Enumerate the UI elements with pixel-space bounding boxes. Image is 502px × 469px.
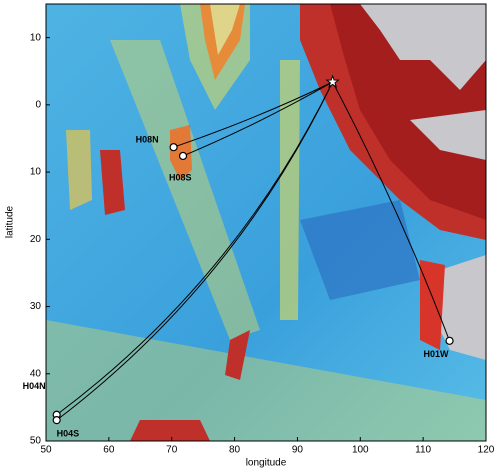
station-label: H08N <box>136 135 159 145</box>
x-tick-label: 100 <box>352 445 369 456</box>
map-figure: longitude latitude 506070809010011012010… <box>0 0 502 469</box>
station-label: H01W <box>424 349 450 359</box>
station-marker <box>53 417 60 424</box>
x-tick-label: 120 <box>478 445 495 456</box>
station-label: H04N <box>23 381 46 391</box>
map-background <box>46 4 486 441</box>
x-tick-label: 80 <box>229 445 241 456</box>
station-marker <box>170 144 177 151</box>
y-tick-label: 0 <box>35 99 41 110</box>
y-axis-label: latitude <box>5 205 16 238</box>
y-tick-label: 10 <box>30 32 42 43</box>
x-tick-label: 70 <box>166 445 178 456</box>
station-marker <box>180 152 187 159</box>
x-tick-label: 50 <box>40 445 52 456</box>
y-tick-label: 10 <box>30 167 42 178</box>
x-tick-label: 60 <box>103 445 115 456</box>
station-label: H04S <box>57 429 80 439</box>
y-tick-label: 40 <box>30 368 42 379</box>
y-tick-label: 30 <box>30 301 42 312</box>
x-axis-label: longitude <box>246 458 287 469</box>
x-tick-label: 90 <box>292 445 304 456</box>
station-marker <box>446 337 453 344</box>
station-label: H08S <box>169 172 192 182</box>
y-tick-label: 50 <box>30 436 42 447</box>
y-tick-label: 20 <box>30 234 42 245</box>
x-tick-label: 110 <box>415 445 431 456</box>
